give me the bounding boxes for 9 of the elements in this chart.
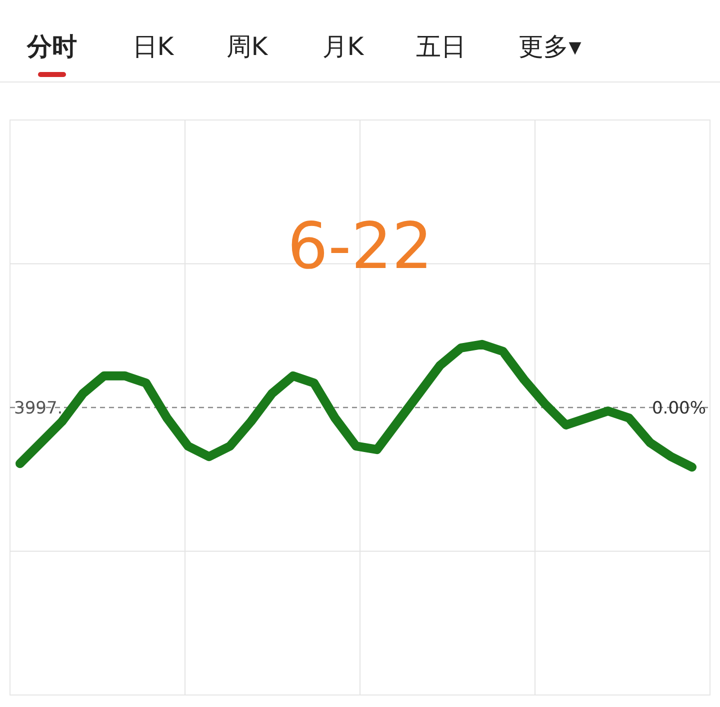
text: 更多▾ [518,32,582,61]
annotation: 0.00% [652,398,706,418]
chart-title: 6-22 [287,210,433,284]
text: 日K [132,32,174,61]
text: 五日 [416,32,466,61]
text: 分时 [26,32,77,61]
text: 月K [322,32,364,61]
annotation: 3997. [14,398,63,418]
text: 周K [226,32,268,61]
